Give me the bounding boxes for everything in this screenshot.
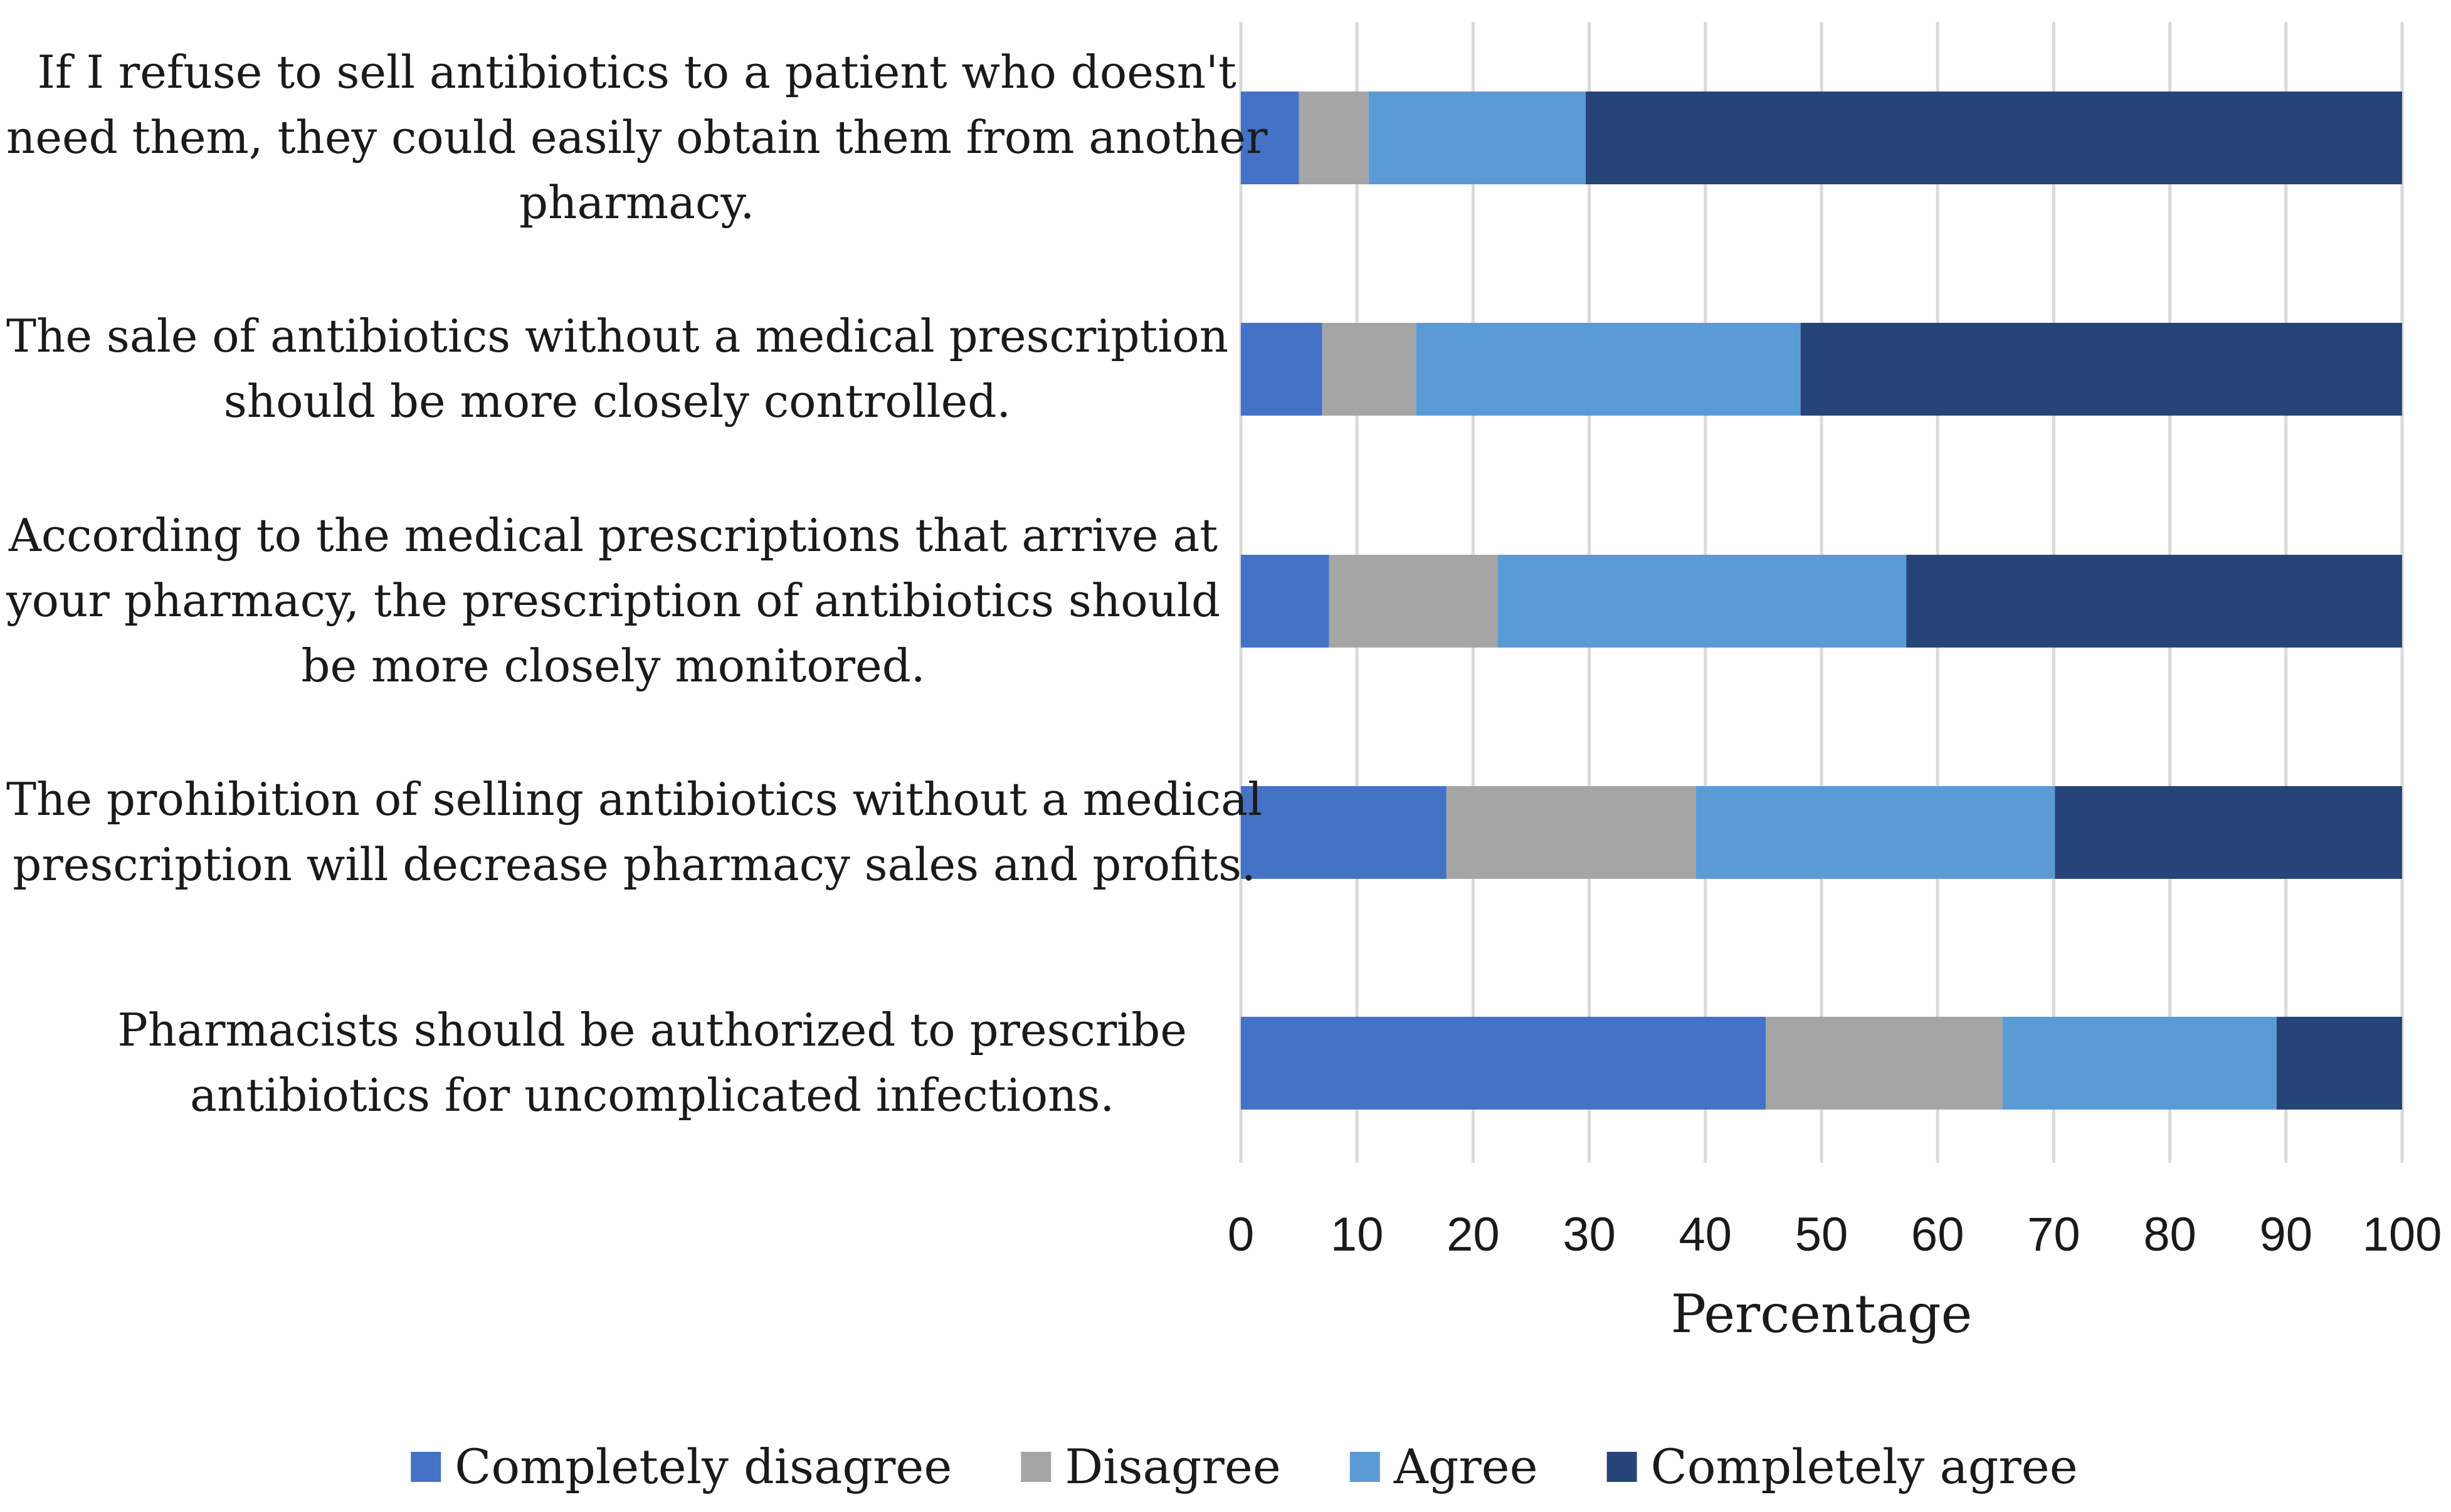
category-label-line: If I refuse to sell antibiotics to a pat…	[37, 46, 1236, 98]
legend-swatch	[1606, 1452, 1637, 1482]
x-tick-label-50: 50	[1795, 1208, 1848, 1261]
category-label-2: The sale of antibiotics without a medica…	[6, 310, 1228, 428]
bar-segment-5-completely-agree	[2276, 1017, 2402, 1110]
bar-segment-4-agree	[1695, 786, 2055, 879]
x-tick-label-10: 10	[1331, 1208, 1384, 1261]
legend-item-completely-agree: Completely agree	[1606, 1439, 2078, 1494]
legend-swatch	[1349, 1452, 1380, 1482]
category-label-4: The prohibition of selling antibiotics w…	[6, 773, 1262, 891]
legend: Completely disagree Disagree Agree Complete…	[411, 1439, 2078, 1494]
bars	[1241, 92, 2402, 1110]
legend-swatch	[1021, 1452, 1052, 1482]
category-label-line: antibiotics for uncomplicated infections…	[190, 1069, 1114, 1121]
bar-segment-1-agree	[1368, 92, 1586, 184]
bar-segment-1-disagree	[1299, 92, 1369, 184]
legend-swatch	[411, 1452, 441, 1482]
x-tick-label-100: 100	[2363, 1208, 2442, 1261]
x-axis-title: Percentage	[1671, 1283, 1973, 1345]
bar-segment-1-completely-disagree	[1241, 92, 1299, 184]
bar-segment-5-disagree	[1766, 1017, 2003, 1110]
bar-segment-5-completely-disagree	[1241, 1017, 1766, 1110]
legend-label: Disagree	[1065, 1439, 1281, 1494]
x-tick-label-80: 80	[2143, 1208, 2196, 1261]
bar-segment-2-completely-agree	[1800, 323, 2402, 416]
category-label-1: If I refuse to sell antibiotics to a pat…	[6, 46, 1268, 229]
bar-segment-4-completely-disagree	[1241, 786, 1447, 879]
category-label-line: Pharmacists should be authorized to pres…	[117, 1004, 1187, 1056]
category-label-line: your pharmacy, the prescription of antib…	[6, 574, 1220, 627]
category-label-line: prescription will decrease pharmacy sale…	[13, 838, 1256, 891]
bar-segment-3-disagree	[1329, 555, 1498, 648]
category-label-line: According to the medical prescriptions t…	[8, 509, 1218, 562]
legend-item-disagree: Disagree	[1021, 1439, 1281, 1494]
x-tick-label-90: 90	[2260, 1208, 2313, 1261]
bar-segment-5-agree	[2002, 1017, 2277, 1110]
category-label-line: need them, they could easily obtain them…	[6, 111, 1268, 164]
bar-segment-3-completely-agree	[1906, 555, 2402, 648]
legend-label: Completely agree	[1651, 1439, 2078, 1494]
category-label-line: should be more closely controlled.	[224, 375, 1011, 428]
bar-segment-2-completely-disagree	[1241, 323, 1322, 416]
bar-segment-3-completely-disagree	[1241, 555, 1329, 648]
x-tick-label-40: 40	[1679, 1208, 1732, 1261]
x-tick-label-30: 30	[1563, 1208, 1616, 1261]
legend-item-completely-disagree: Completely disagree	[411, 1439, 952, 1494]
legend-label: Completely disagree	[455, 1439, 952, 1494]
category-label-line: The prohibition of selling antibiotics w…	[6, 773, 1262, 826]
bar-segment-4-completely-agree	[2055, 786, 2402, 879]
x-tick-label-20: 20	[1447, 1208, 1500, 1261]
category-label-line: The sale of antibiotics without a medica…	[6, 310, 1228, 362]
bar-segment-1-completely-agree	[1586, 92, 2402, 184]
x-tick-label-70: 70	[2027, 1208, 2080, 1261]
legend-label: Agree	[1393, 1439, 1538, 1494]
bar-segment-2-agree	[1416, 323, 1801, 416]
x-tick-label-0: 0	[1228, 1208, 1254, 1261]
category-labels: If I refuse to sell antibiotics to a pat…	[6, 46, 1268, 1121]
bar-segment-3-agree	[1497, 555, 1907, 648]
category-label-3: According to the medical prescriptions t…	[6, 509, 1220, 692]
category-label-line: be more closely monitored.	[301, 639, 925, 692]
category-label-5: Pharmacists should be authorized to pres…	[117, 1004, 1187, 1121]
legend-item-agree: Agree	[1349, 1439, 1538, 1494]
x-axis: 0 10 20 30 40 50 60 70 80 90 100 Percentage	[1228, 1208, 2442, 1345]
bar-segment-4-disagree	[1446, 786, 1696, 879]
x-tick-label-60: 60	[1911, 1208, 1964, 1261]
category-label-line: pharmacy.	[519, 176, 754, 229]
bar-segment-2-disagree	[1322, 323, 1416, 416]
